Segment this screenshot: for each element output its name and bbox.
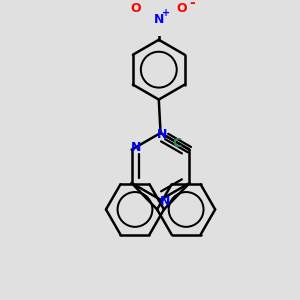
Text: N: N [157,128,167,141]
Text: +: + [162,8,170,18]
Text: O: O [176,2,187,15]
Text: N: N [160,195,170,208]
Text: -: - [189,0,195,10]
Text: C: C [172,137,181,150]
Text: N: N [131,141,141,154]
Text: N: N [154,13,164,26]
Text: O: O [130,2,141,15]
